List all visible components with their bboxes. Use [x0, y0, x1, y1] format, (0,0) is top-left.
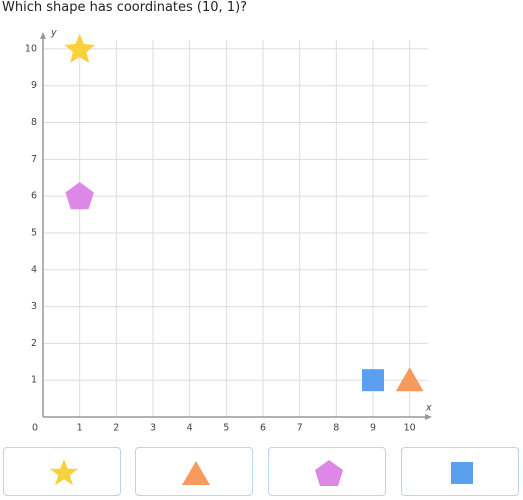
y-tick-label: 2 — [31, 338, 37, 349]
choice-star[interactable] — [3, 447, 121, 496]
y-tick-label: 8 — [31, 117, 37, 128]
star-icon — [49, 459, 79, 486]
chart: y x 0 1 2 3 4 5 6 7 8 9 10 1 2 3 4 5 6 7 8 9 10 — [25, 28, 432, 434]
choice-square[interactable] — [401, 447, 519, 496]
triangle-point — [395, 367, 424, 392]
question: Which shape has coordinates (10, 1)? — [2, 0, 248, 15]
y-tick-label: 1 — [31, 375, 37, 386]
x-axis-arrow — [425, 414, 432, 420]
x-tick-label: 3 — [150, 423, 156, 434]
square-icon — [451, 462, 473, 484]
y-tick-label: 3 — [31, 301, 37, 312]
x-tick-label: 2 — [113, 423, 119, 434]
x-tick-label: 7 — [297, 423, 303, 434]
x-tick-label: 4 — [187, 423, 193, 434]
y-tick-label: 10 — [25, 43, 37, 54]
x-tick-label: 8 — [333, 423, 339, 434]
x-tick-label: 6 — [260, 423, 266, 434]
pentagon-point — [65, 182, 94, 210]
star-point — [64, 33, 95, 63]
y-axis-arrow — [40, 32, 46, 39]
y-tick-label: 5 — [31, 227, 37, 238]
choice-triangle[interactable] — [135, 447, 253, 496]
x-tick-label: 10 — [404, 423, 416, 434]
triangle-icon — [182, 461, 210, 485]
x-tick-label: 0 — [32, 423, 38, 434]
y-tick-label: 9 — [31, 80, 37, 91]
y-tick-label: 6 — [31, 191, 37, 202]
x-tick-label: 5 — [223, 423, 229, 434]
y-tick-label: 4 — [31, 264, 37, 275]
y-tick-label: 7 — [31, 154, 37, 165]
choice-pentagon[interactable] — [268, 447, 386, 496]
square-point — [362, 369, 384, 392]
pentagon-icon — [315, 460, 343, 486]
x-tick-label: 1 — [77, 423, 83, 434]
x-axis-label: x — [425, 403, 432, 414]
x-tick-label: 9 — [370, 423, 376, 434]
y-axis-label: y — [50, 28, 57, 39]
